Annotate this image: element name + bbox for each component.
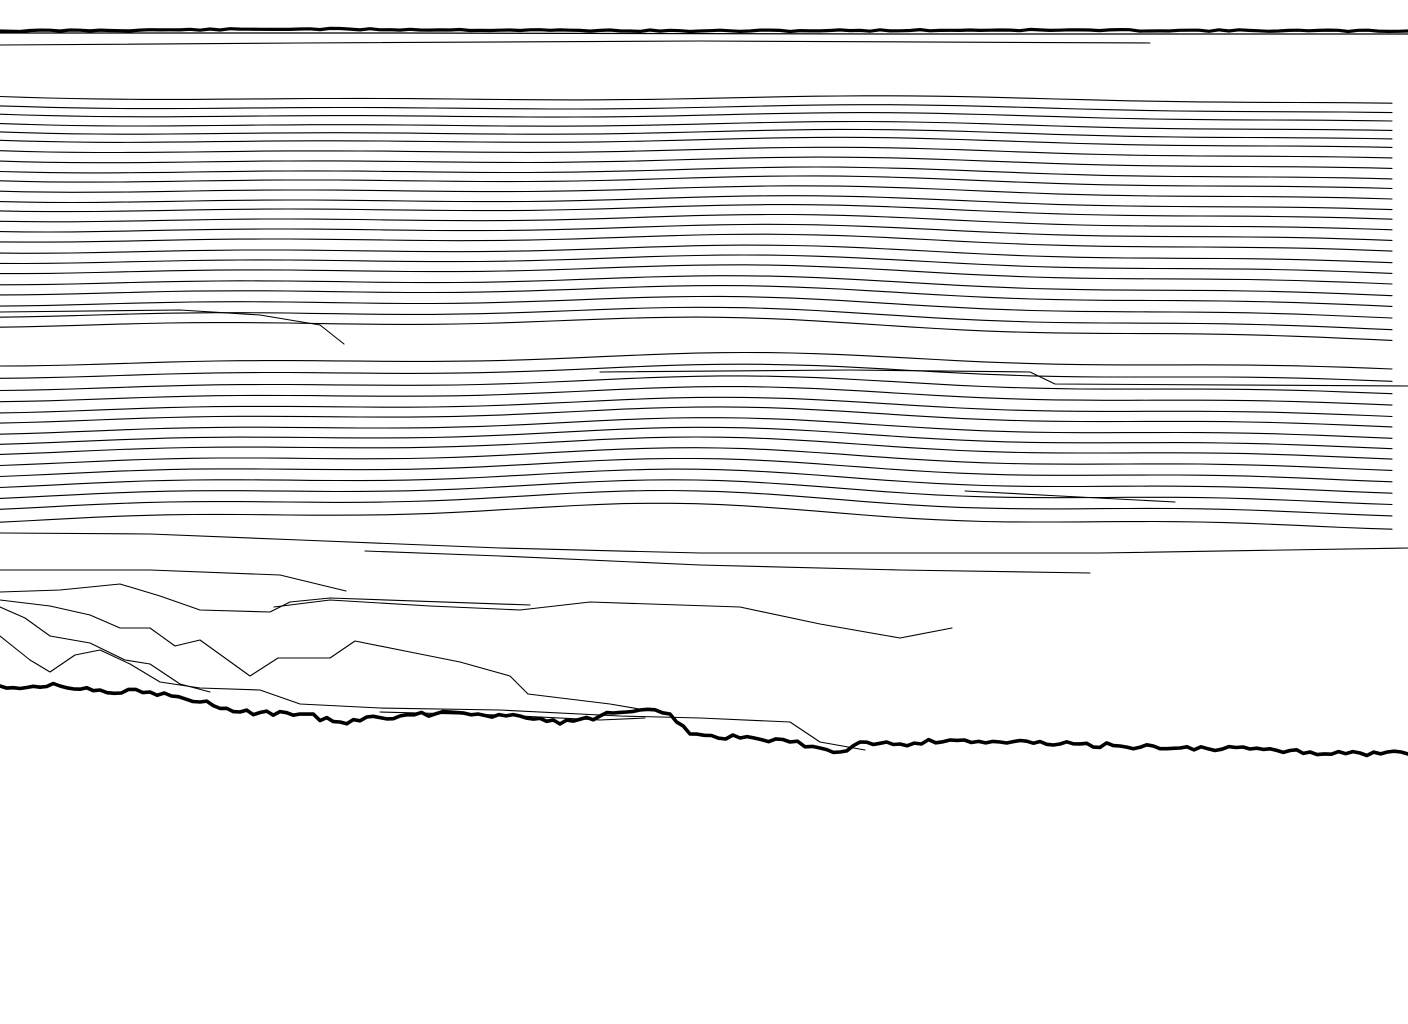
layer-line-upper bbox=[0, 120, 1393, 131]
basal-boundary-line bbox=[0, 681, 1408, 758]
layer-line-middle bbox=[0, 468, 1393, 494]
layer-line-upper bbox=[0, 136, 1393, 148]
layer-line-middle bbox=[0, 436, 1393, 460]
layer-line-upper bbox=[0, 156, 1393, 169]
layer-line-upper bbox=[0, 295, 1393, 319]
layer-line-lower-h bbox=[0, 635, 866, 751]
layer-line-upper bbox=[0, 213, 1393, 231]
layer-line-upper bbox=[0, 128, 1393, 140]
boundary-lines-group bbox=[0, 26, 1408, 758]
layer-line-middle bbox=[0, 447, 1393, 471]
layer-line-lower-d bbox=[0, 583, 531, 613]
layer-line-upper bbox=[0, 254, 1393, 274]
layer-line-upper bbox=[0, 185, 1393, 200]
layer-line-upper bbox=[0, 112, 1393, 122]
layer-line-middle bbox=[0, 363, 1393, 382]
layer-line-middle bbox=[0, 417, 1393, 439]
layer-line-upper bbox=[0, 146, 1393, 159]
layer-line-lower-g bbox=[0, 606, 211, 693]
layer-line-upper bbox=[0, 306, 1393, 331]
layer-line-middle bbox=[0, 426, 1393, 450]
layer-line-fragment bbox=[0, 309, 345, 345]
layer-line-lower-c bbox=[0, 569, 347, 592]
layer-line-upper bbox=[0, 95, 1393, 104]
layer-line-upper bbox=[0, 204, 1393, 220]
layer-line-middle bbox=[0, 479, 1393, 506]
layer-line-upper bbox=[0, 175, 1393, 190]
layer-line-upper bbox=[0, 285, 1393, 307]
top-secondary-line bbox=[0, 32, 1408, 35]
layer-line-lower-a bbox=[0, 532, 1408, 554]
layer-line-upper bbox=[0, 104, 1393, 114]
layer-line-upper bbox=[0, 195, 1393, 211]
layer-line-middle bbox=[0, 502, 1393, 530]
layer-line-upper bbox=[0, 264, 1393, 285]
upper-thin-line bbox=[0, 40, 1151, 46]
layer-line-middle bbox=[0, 457, 1393, 483]
layer-line-lower-f bbox=[0, 599, 646, 711]
layer-line-step bbox=[599, 369, 1408, 387]
layer-line-middle bbox=[0, 375, 1393, 395]
layer-line-upper bbox=[0, 316, 1393, 341]
layer-line-lower-e bbox=[273, 599, 953, 639]
layer-line-upper bbox=[0, 233, 1393, 252]
layer-line-middle bbox=[0, 396, 1393, 418]
layer-line-upper bbox=[0, 244, 1393, 264]
layer-line-middle bbox=[0, 386, 1393, 406]
layer-line-upper bbox=[0, 166, 1393, 180]
layer-line-middle bbox=[0, 351, 1393, 370]
layer-line-middle bbox=[0, 406, 1393, 428]
layer-lines-group bbox=[0, 32, 1408, 751]
layer-line-upper bbox=[0, 275, 1393, 297]
layer-line-middle bbox=[0, 489, 1393, 517]
layer-line-upper bbox=[0, 223, 1393, 241]
top-boundary-line bbox=[0, 26, 1408, 34]
layer-line-short-right bbox=[964, 490, 1176, 503]
layer-line-lower-b bbox=[364, 550, 1091, 574]
